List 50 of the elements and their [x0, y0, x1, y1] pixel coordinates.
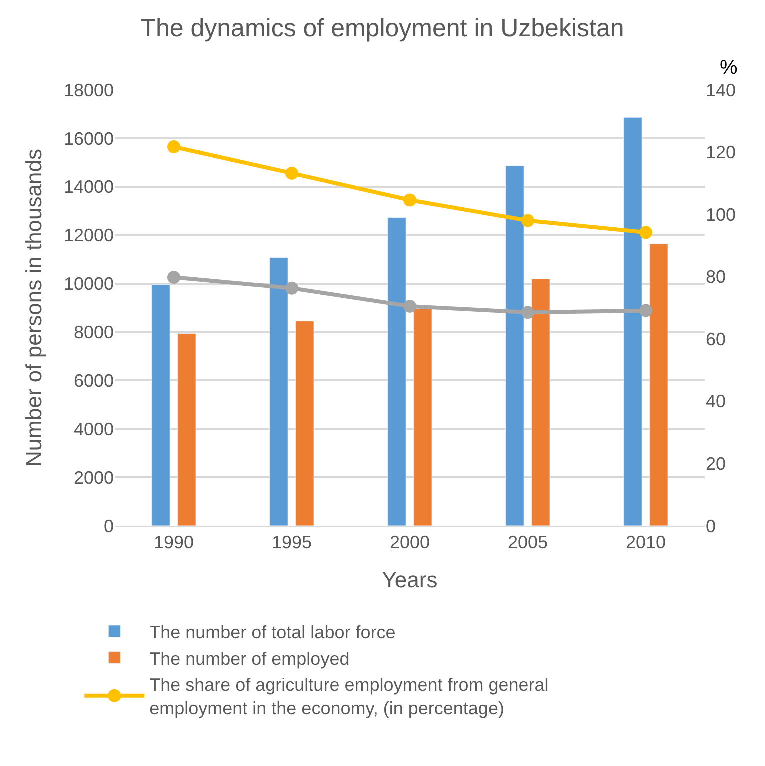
y-tick-label: 8000 — [74, 322, 114, 343]
bar — [388, 218, 406, 526]
legend-label: The number of total labor force — [150, 622, 396, 642]
y-tick-label: 2000 — [74, 468, 114, 488]
bar — [624, 117, 642, 526]
y2-tick-label: 100 — [706, 204, 736, 225]
x-tick-label: 2000 — [390, 532, 430, 553]
point — [522, 306, 534, 320]
bar — [506, 166, 524, 526]
y-tick-label: 10000 — [64, 274, 114, 294]
y-axis-title: Number of persons in thousands — [22, 149, 47, 467]
y2-tick-label: 60 — [706, 329, 726, 350]
bar — [532, 278, 550, 526]
point — [404, 194, 416, 207]
y-tick-label: 18000 — [64, 80, 114, 100]
point — [286, 282, 298, 295]
y-tick-label: 4000 — [74, 419, 114, 440]
legend-label: The number of employed — [150, 648, 350, 669]
bar — [152, 284, 170, 526]
y2-axis-title: % — [720, 57, 738, 79]
x-tick-label: 1995 — [272, 532, 312, 553]
point — [640, 226, 652, 240]
x-tick-label: 2010 — [626, 532, 666, 553]
point — [522, 214, 534, 228]
chart-title: The dynamics of employment in Uzbekistan — [140, 14, 624, 43]
bar — [270, 258, 288, 526]
point — [168, 270, 180, 284]
y2-tick-label: 0 — [706, 516, 716, 536]
y-tick-label: 16000 — [64, 128, 114, 149]
bar — [650, 244, 668, 526]
point — [404, 300, 416, 313]
x-tick-label: 2005 — [508, 532, 548, 553]
y-tick-label: 6000 — [74, 370, 114, 391]
bar — [296, 321, 314, 526]
y-tick-label: 14000 — [64, 177, 114, 198]
y-tick-label: 0 — [104, 516, 114, 536]
point — [640, 304, 652, 318]
y2-tick-label: 20 — [706, 454, 726, 474]
legend-label: The share of agriculture employment from general employment in the economy, (in percentage) — [150, 675, 549, 719]
bar — [414, 308, 432, 526]
bar — [178, 333, 196, 526]
x-tick-label: 1990 — [154, 532, 194, 553]
y2-tick-label: 40 — [706, 392, 726, 412]
y2-tick-label: 80 — [706, 267, 726, 288]
x-axis-title: Years — [382, 568, 438, 592]
y2-tick-label: 120 — [706, 142, 736, 163]
point — [168, 140, 180, 154]
point — [286, 166, 298, 180]
y2-tick-label: 140 — [706, 80, 736, 100]
y-tick-label: 12000 — [64, 226, 114, 246]
